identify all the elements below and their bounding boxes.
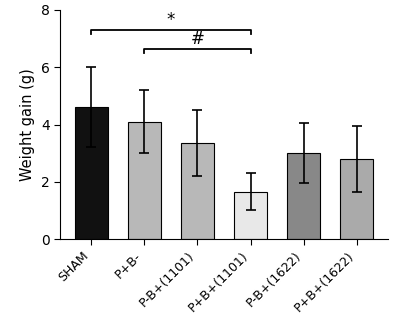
Bar xyxy=(181,143,214,239)
Bar xyxy=(234,192,267,239)
Y-axis label: Weight gain (g): Weight gain (g) xyxy=(20,68,35,181)
Text: #: # xyxy=(190,30,204,48)
Bar xyxy=(75,107,108,239)
Bar xyxy=(287,153,320,239)
Text: *: * xyxy=(167,11,175,30)
Bar xyxy=(128,122,161,239)
Bar xyxy=(340,159,373,239)
